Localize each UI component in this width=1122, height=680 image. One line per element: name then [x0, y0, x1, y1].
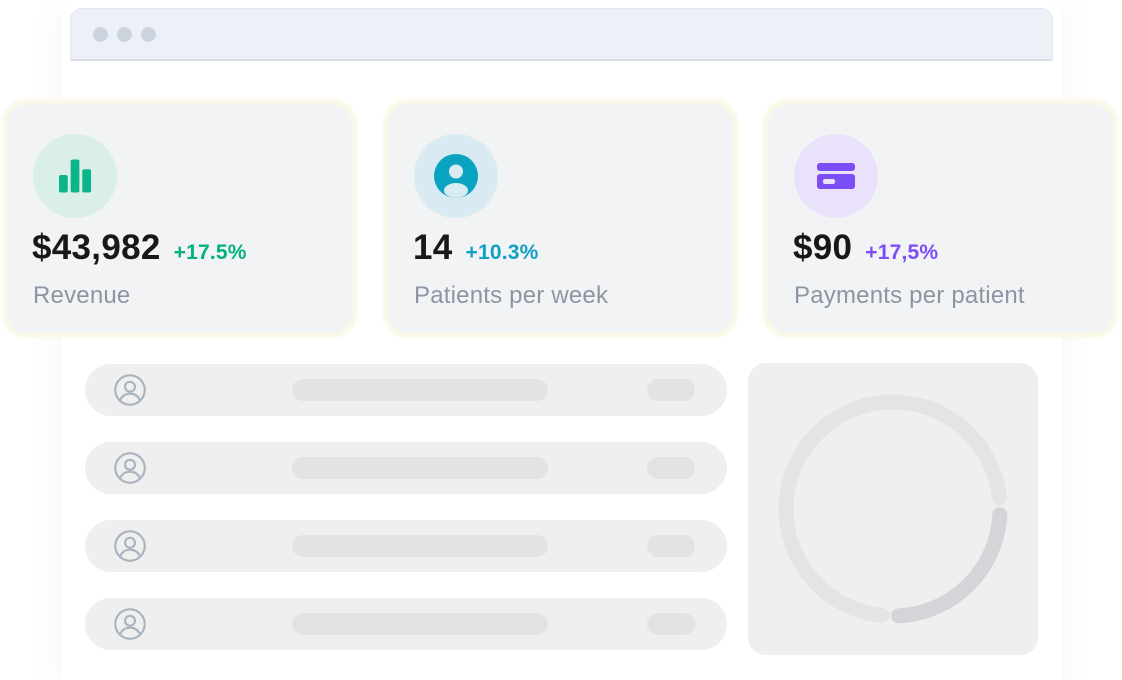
address-bar[interactable]	[70, 8, 1053, 61]
user-circle-icon	[113, 529, 147, 563]
badge-placeholder	[647, 535, 695, 557]
bar-chart-icon	[33, 134, 117, 218]
revenue-value: $43,982	[32, 228, 161, 267]
list-item[interactable]	[85, 598, 727, 650]
window-control-dot[interactable]	[141, 26, 156, 42]
user-circle-icon	[113, 373, 147, 407]
stat-card-revenue[interactable]: $43,982 +17.5% Revenue	[7, 104, 352, 333]
window-control-dot[interactable]	[93, 26, 108, 42]
credit-card-icon	[794, 134, 878, 218]
user-circle-icon	[113, 607, 147, 641]
window-control-dot[interactable]	[117, 26, 132, 42]
user-circle-icon	[113, 451, 147, 485]
payments-label: Payments per patient	[794, 282, 1025, 309]
text-placeholder	[292, 457, 548, 479]
user-icon	[414, 134, 498, 218]
patients-label: Patients per week	[414, 282, 609, 309]
badge-placeholder	[647, 613, 695, 635]
badge-placeholder	[647, 457, 695, 479]
donut-chart-placeholder	[748, 363, 1038, 655]
payments-delta: +17,5%	[865, 241, 939, 264]
list-item[interactable]	[85, 442, 727, 494]
stat-card-payments-per-patient[interactable]: $90 +17,5% Payments per patient	[768, 104, 1113, 333]
payments-value: $90	[793, 228, 853, 267]
stat-card-patients-per-week[interactable]: 14 +10.3% Patients per week	[388, 104, 733, 333]
patients-delta: +10.3%	[465, 241, 539, 264]
revenue-label: Revenue	[33, 282, 131, 309]
text-placeholder	[292, 379, 548, 401]
revenue-delta: +17.5%	[173, 241, 247, 264]
text-placeholder	[292, 613, 548, 635]
text-placeholder	[292, 535, 548, 557]
patients-value: 14	[413, 228, 453, 267]
list-item[interactable]	[85, 364, 727, 416]
list-item[interactable]	[85, 520, 727, 572]
badge-placeholder	[647, 379, 695, 401]
donut-ring	[778, 394, 1008, 624]
